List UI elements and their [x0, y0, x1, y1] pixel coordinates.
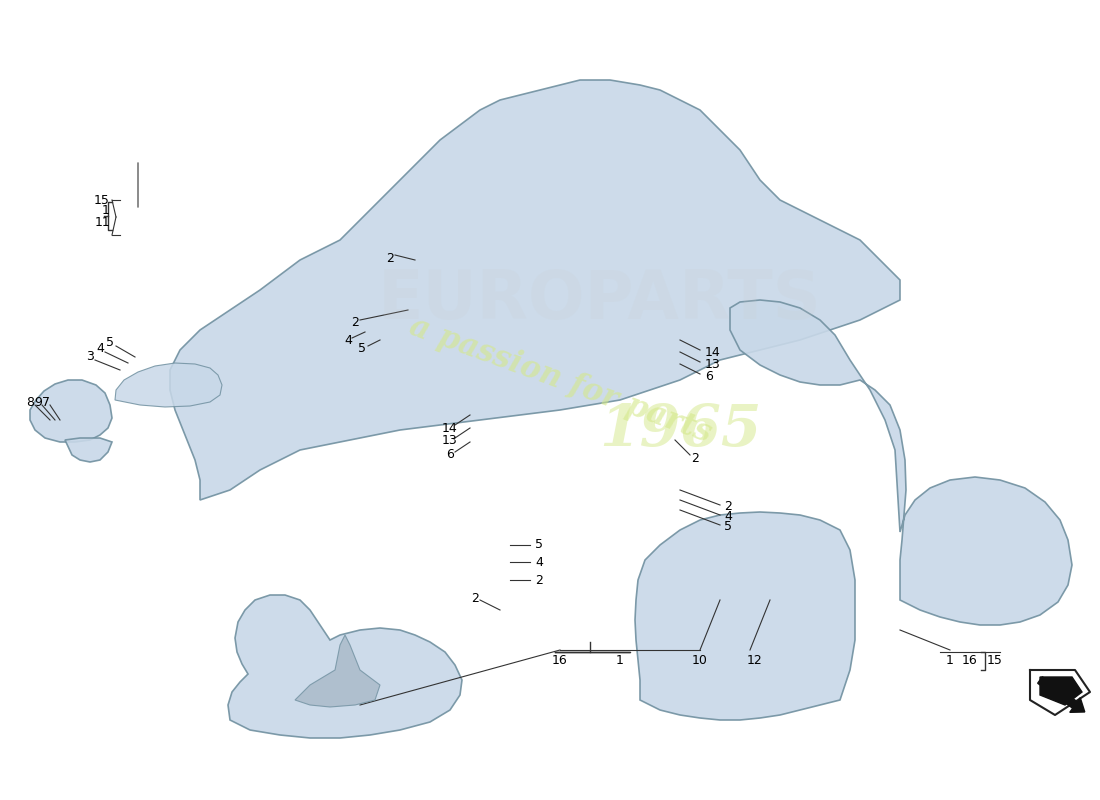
Text: 5: 5: [535, 538, 543, 551]
Text: 6: 6: [447, 449, 454, 462]
Text: 5: 5: [358, 342, 366, 355]
Text: 10: 10: [692, 654, 708, 666]
Text: 13: 13: [705, 358, 720, 371]
Polygon shape: [30, 380, 112, 442]
Text: a passion for parts: a passion for parts: [405, 311, 715, 449]
Text: 14: 14: [705, 346, 720, 359]
Text: 7: 7: [42, 395, 50, 409]
Text: 4: 4: [724, 510, 732, 523]
Text: 1: 1: [946, 654, 954, 666]
Text: 1: 1: [616, 654, 624, 666]
Polygon shape: [295, 635, 380, 707]
Text: 2: 2: [471, 591, 478, 605]
Text: 5: 5: [724, 521, 732, 534]
Text: EUROPARTS: EUROPARTS: [378, 267, 822, 333]
Text: 4: 4: [96, 342, 103, 355]
Text: 1965: 1965: [598, 402, 761, 458]
Text: 2: 2: [691, 451, 698, 465]
Polygon shape: [1030, 670, 1090, 715]
Polygon shape: [170, 80, 900, 500]
Text: 1: 1: [102, 203, 110, 217]
Text: 12: 12: [747, 654, 763, 666]
Text: 15: 15: [95, 194, 110, 206]
Text: 8: 8: [26, 395, 34, 409]
Text: 9: 9: [34, 395, 42, 409]
Text: 15: 15: [987, 654, 1003, 666]
Text: 2: 2: [535, 574, 543, 586]
Polygon shape: [635, 512, 855, 720]
Text: 4: 4: [535, 555, 543, 569]
Text: 16: 16: [962, 654, 978, 666]
Text: 2: 2: [724, 501, 732, 514]
Text: 14: 14: [442, 422, 458, 434]
Polygon shape: [1040, 677, 1082, 705]
Polygon shape: [116, 363, 222, 407]
Text: 13: 13: [442, 434, 458, 447]
Text: 4: 4: [344, 334, 352, 347]
Polygon shape: [228, 595, 462, 738]
Text: 3: 3: [86, 350, 94, 363]
Text: 11: 11: [95, 215, 110, 229]
Polygon shape: [730, 300, 1072, 625]
FancyArrow shape: [1037, 677, 1085, 712]
Text: 6: 6: [705, 370, 713, 383]
Text: 2: 2: [386, 251, 394, 265]
Polygon shape: [65, 438, 112, 462]
Text: 5: 5: [106, 337, 114, 350]
Text: 2: 2: [351, 315, 359, 329]
Text: 16: 16: [552, 654, 568, 666]
